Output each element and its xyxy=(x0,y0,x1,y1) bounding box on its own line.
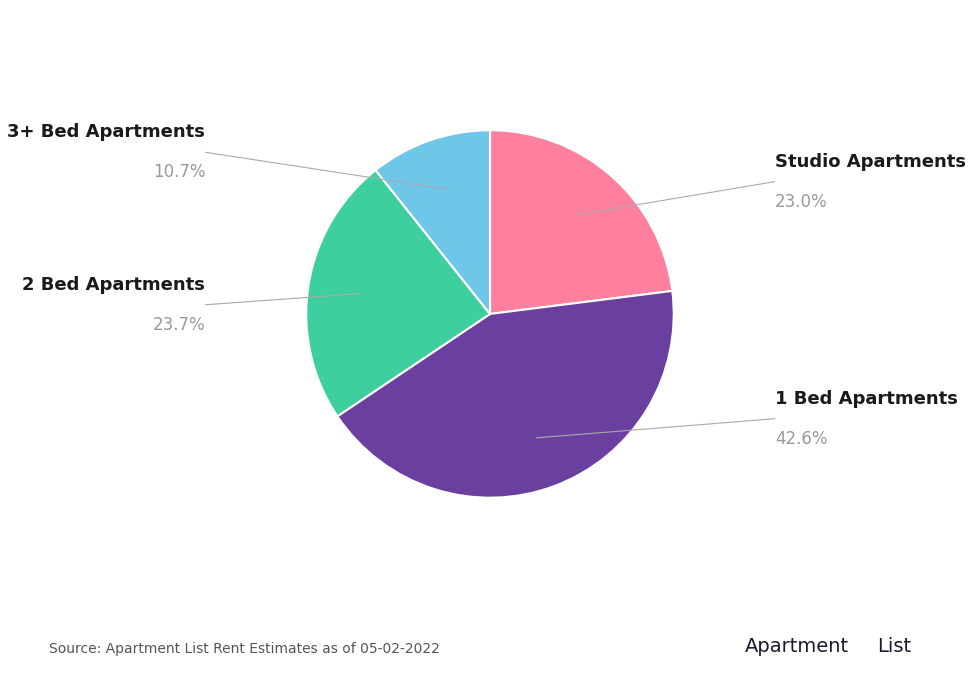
Wedge shape xyxy=(337,291,673,497)
Text: 1 Bed Apartments: 1 Bed Apartments xyxy=(775,390,957,408)
Text: 23.7%: 23.7% xyxy=(153,316,205,334)
Text: 42.6%: 42.6% xyxy=(775,430,827,448)
Text: 10.7%: 10.7% xyxy=(153,164,205,181)
Text: Studio Apartments: Studio Apartments xyxy=(775,152,966,170)
Text: 3+ Bed Apartments: 3+ Bed Apartments xyxy=(7,124,205,141)
Text: Source: Apartment List Rent Estimates as of 05-02-2022: Source: Apartment List Rent Estimates as… xyxy=(49,642,440,656)
Text: Apartment: Apartment xyxy=(745,636,849,656)
Wedge shape xyxy=(490,130,672,314)
Text: 2 Bed Apartments: 2 Bed Apartments xyxy=(23,276,205,294)
Text: List: List xyxy=(877,636,911,656)
Wedge shape xyxy=(307,170,490,416)
Text: 23.0%: 23.0% xyxy=(775,193,827,210)
Wedge shape xyxy=(375,130,490,314)
